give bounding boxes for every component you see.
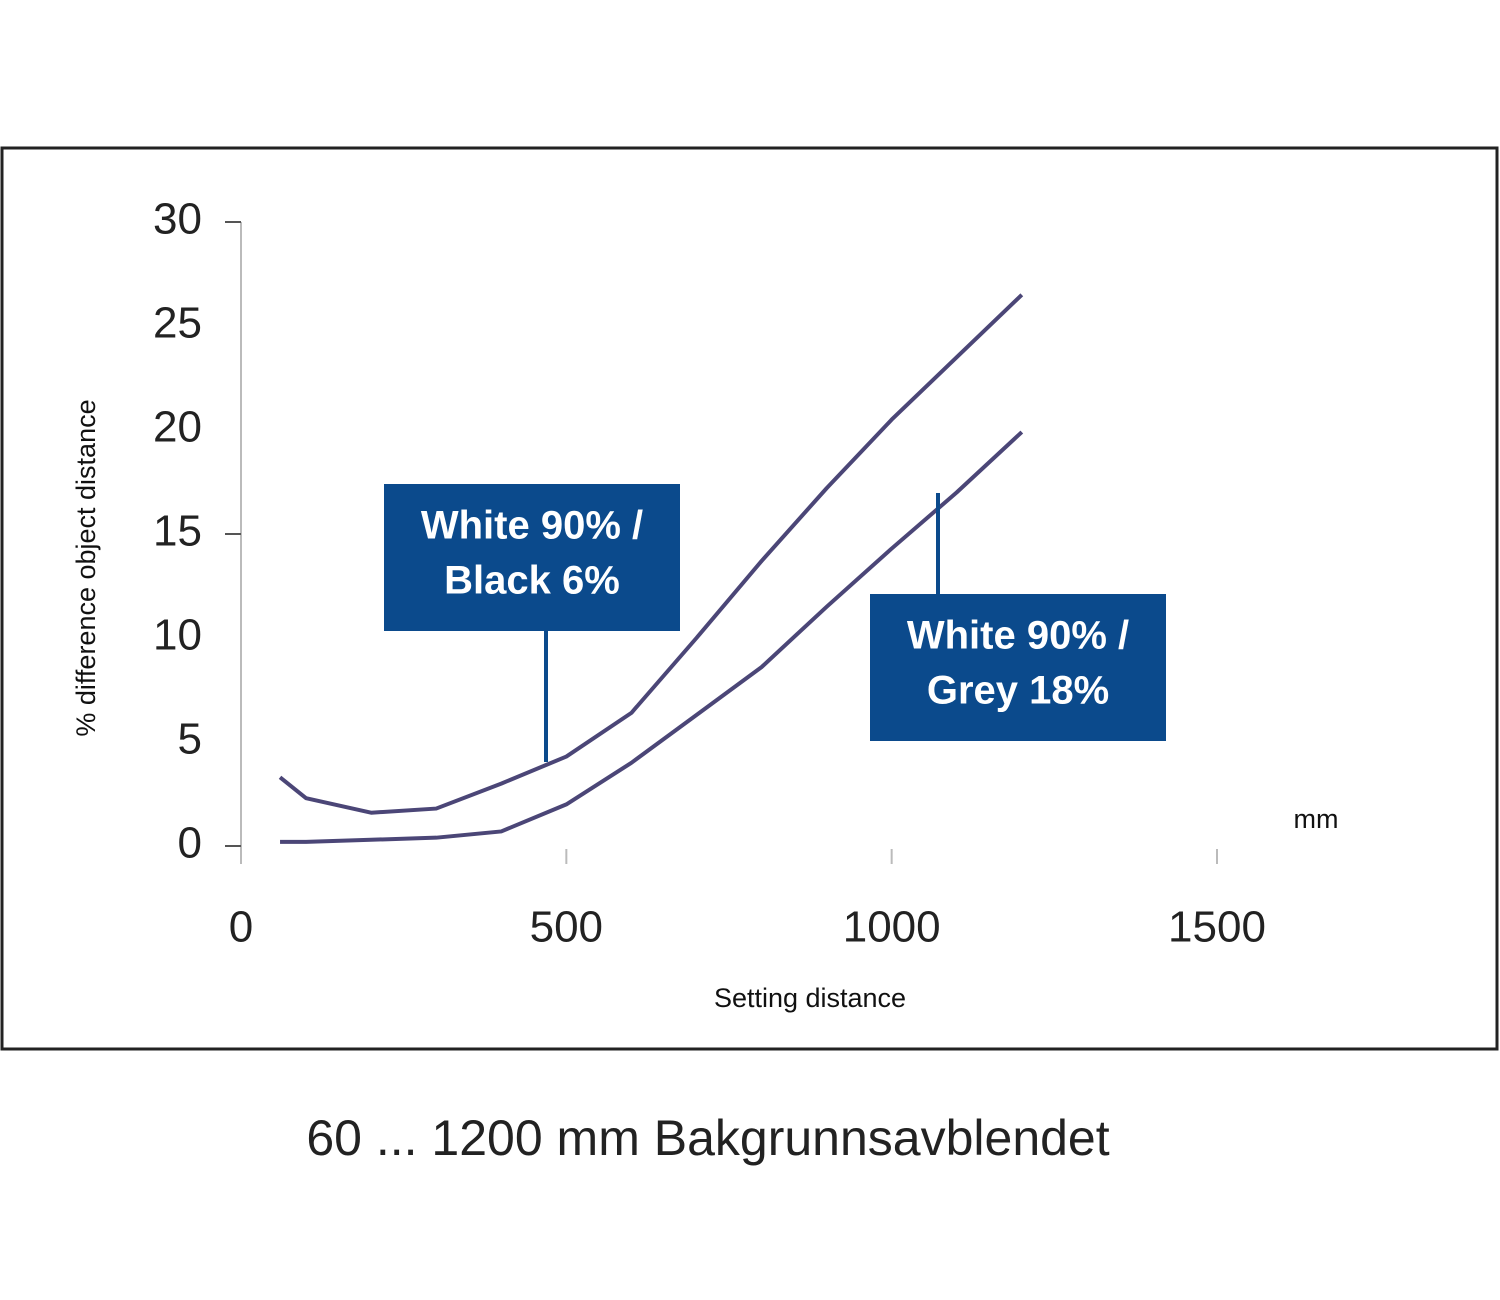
y-tick-label: 5 (178, 715, 202, 764)
annotation-box (870, 594, 1166, 741)
y-tick-label: 30 (153, 195, 202, 244)
caption: 60 ... 1200 mm Bakgrunnsavblendet (306, 1110, 1109, 1166)
y-tick-label: 25 (153, 299, 202, 348)
y-tick-label: 0 (178, 819, 202, 868)
x-tick-label: 500 (530, 903, 603, 952)
data-line (278, 293, 1024, 815)
x-tick-label: 0 (229, 903, 253, 952)
data-line (280, 430, 1024, 844)
y-axis-label: % difference object distance (71, 399, 101, 736)
x-unit: mm (1294, 804, 1339, 834)
x-tick-label: 1000 (843, 903, 941, 952)
y-tick-label: 15 (153, 507, 202, 556)
y-tick-label: 20 (153, 403, 202, 452)
annotation-text: Black 6% (444, 559, 620, 603)
x-axis-label: Setting distance (714, 983, 906, 1013)
x-tick-label: 1500 (1168, 903, 1266, 952)
annotation-text: White 90% / (421, 504, 643, 548)
chart-frame (0, 146, 1499, 1051)
y-tick-label: 10 (153, 611, 202, 660)
annotation-box (384, 484, 680, 631)
annotation-text: Grey 18% (927, 669, 1109, 713)
annotation-text: White 90% / (907, 614, 1129, 658)
